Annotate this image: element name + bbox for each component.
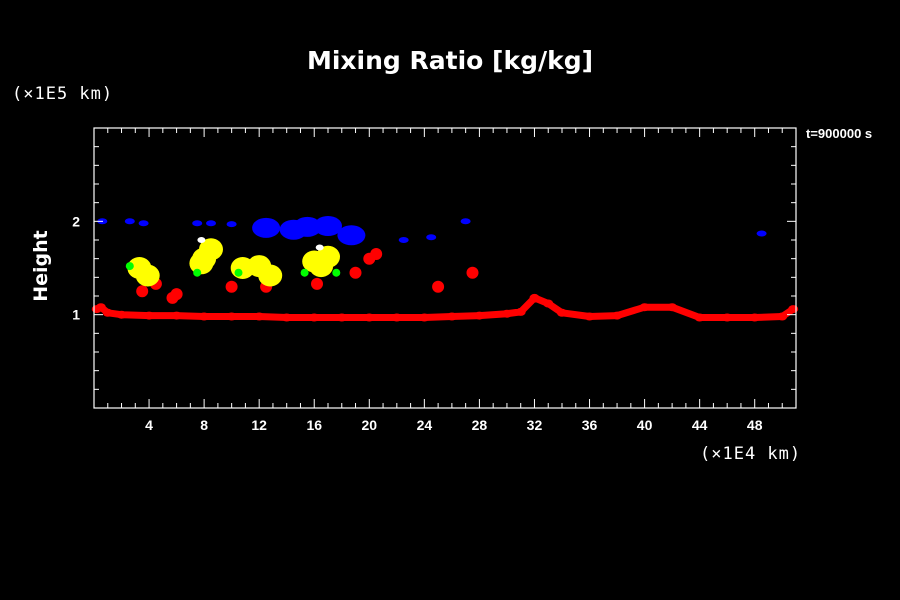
field-cell-yellow — [189, 252, 214, 275]
field-yellow — [127, 238, 340, 287]
x-tick-label: 28 — [472, 417, 488, 433]
x-tick-label: 48 — [747, 417, 763, 433]
field-cell-red — [199, 312, 210, 321]
x-tick-label: 32 — [527, 417, 543, 433]
field-cell-yellow — [258, 264, 283, 287]
field-cell-red — [254, 312, 265, 321]
field-cell-blue — [192, 220, 203, 227]
field-red — [91, 293, 799, 322]
field-cell-green — [125, 262, 134, 271]
field-cell-green — [332, 268, 341, 277]
field-cell-red — [515, 307, 526, 316]
field-cell-red — [749, 313, 760, 322]
field-cell-red — [171, 311, 182, 320]
field-cell-yellow — [135, 264, 160, 287]
field-cell-red — [474, 311, 485, 320]
y-tick-label: 2 — [72, 213, 80, 229]
field-cell-red — [336, 313, 347, 322]
y-unit-label: (×1E5 km) — [12, 84, 114, 104]
field-cell-red — [446, 312, 457, 321]
field-cell-red — [529, 293, 540, 302]
field-cell-red — [309, 313, 320, 322]
x-tick-label: 36 — [582, 417, 598, 433]
field-cell-red-scattered — [432, 280, 445, 293]
field-cell-red — [667, 303, 678, 312]
field-cell-red — [419, 313, 430, 322]
field-cell-white — [315, 244, 324, 251]
field-cell-red-scattered — [466, 266, 479, 279]
field-white — [197, 237, 324, 251]
field-cell-green — [300, 268, 309, 277]
x-tick-label: 12 — [251, 417, 267, 433]
field-cell-blue — [206, 220, 216, 227]
field-cell-blue — [756, 230, 767, 237]
field-cell-red — [102, 308, 113, 317]
x-tick-label: 40 — [637, 417, 653, 433]
field-blue — [97, 216, 767, 246]
field-cell-red-scattered — [136, 285, 149, 298]
time-label: t=900000 s — [806, 126, 873, 141]
x-tick-label: 24 — [417, 417, 433, 433]
plot-frame — [93, 127, 797, 409]
field-cell-red — [116, 310, 127, 319]
field-cell-red — [722, 313, 733, 322]
field-cell-red-scattered — [311, 277, 323, 290]
field-cell-red — [144, 311, 155, 320]
field-cell-red-scattered — [225, 280, 238, 293]
field-cell-blue — [314, 216, 342, 236]
field-cell-blue — [252, 217, 281, 238]
field-cell-red-scattered — [370, 248, 383, 260]
field-cell-green — [193, 268, 202, 277]
x-tick-label: 20 — [362, 417, 378, 433]
field-cell-red — [584, 312, 595, 321]
field-cell-blue — [426, 234, 437, 241]
field-cell-yellow — [316, 245, 340, 268]
x-unit-label: (×1E4 km) — [700, 444, 802, 464]
x-tick-label: 16 — [306, 417, 322, 433]
field-cell-red — [226, 312, 237, 321]
field-cell-red — [281, 313, 292, 322]
field-cell-blue — [124, 218, 135, 225]
field-cell-red — [777, 312, 788, 321]
field-cell-blue — [226, 221, 237, 228]
field-cell-red — [364, 313, 375, 322]
field-cell-red-scattered — [349, 266, 362, 279]
mixing-ratio-fields — [91, 216, 799, 322]
field-cell-blue — [460, 218, 471, 225]
field-cell-red — [543, 299, 554, 308]
field-green — [125, 262, 341, 277]
field-cell-red — [95, 303, 106, 312]
field-cell-blue — [398, 237, 409, 243]
field-cell-blue — [138, 220, 149, 227]
x-tick-label: 8 — [200, 417, 208, 433]
y-axis-label: Height — [30, 230, 52, 302]
field-cell-red — [501, 309, 512, 318]
field-cell-red — [391, 313, 402, 322]
field-cell-red — [612, 311, 623, 320]
field-cell-blue — [337, 225, 366, 246]
field-cell-green — [234, 268, 243, 277]
x-tick-label: 4 — [145, 417, 153, 433]
field-cell-red — [639, 303, 650, 312]
field-cell-red-scattered — [170, 288, 183, 301]
chart-title: Mixing Ratio [kg/kg] — [306, 46, 594, 75]
field-cell-blue — [293, 216, 322, 237]
field-cell-red — [788, 305, 799, 314]
y-tick-label: 1 — [72, 307, 80, 323]
field-cell-white — [197, 237, 206, 243]
field-cell-red — [557, 308, 567, 317]
field-cell-red — [694, 313, 705, 322]
x-tick-label: 44 — [692, 417, 708, 433]
